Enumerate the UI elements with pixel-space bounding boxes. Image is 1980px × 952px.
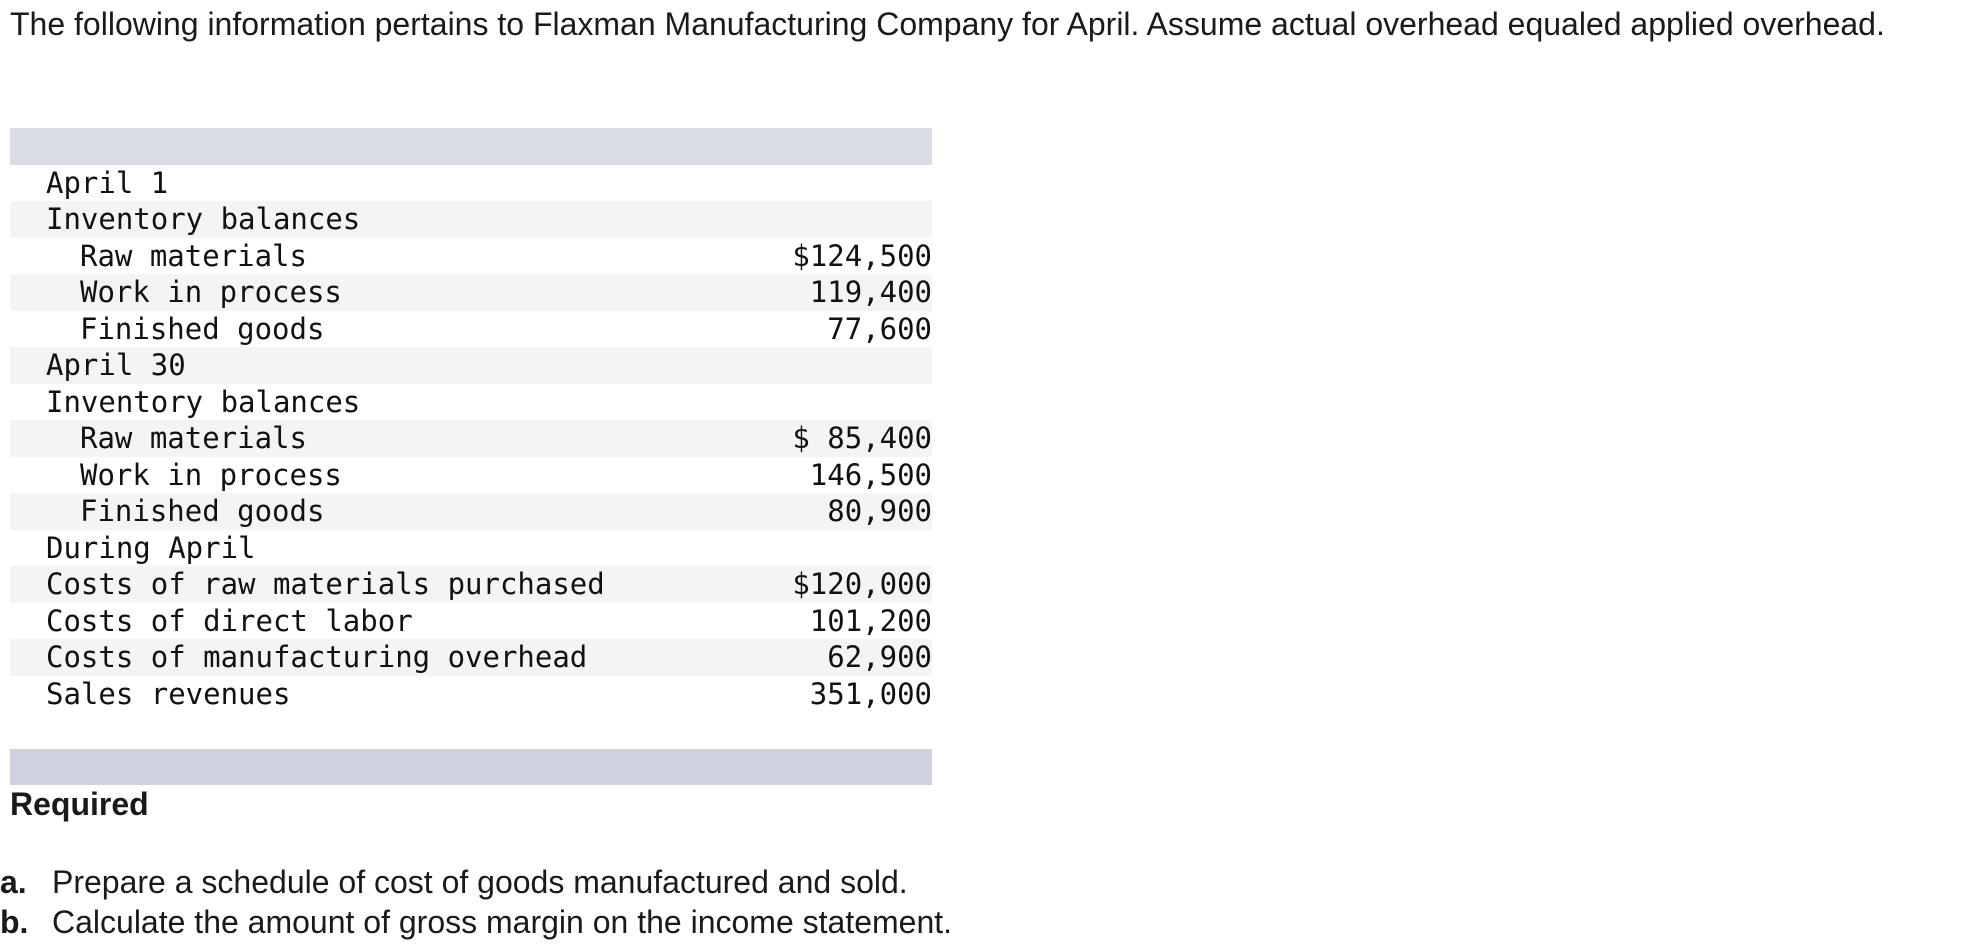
required-item-text: Calculate the amount of gross margin on … [52,904,953,940]
row-value [757,530,932,567]
table-row: Sales revenues 351,000 [10,675,932,712]
row-label: Costs of manufacturing overhead [46,640,588,675]
table-row: Costs of direct labor 101,200 [10,602,932,639]
table-row: Raw materials $124,500 [10,237,932,274]
row-label: Work in process [80,275,342,310]
row-value: 101,200 [809,603,932,638]
row-value: 80,900 [827,494,932,529]
row-value: 119,400 [809,275,932,310]
required-item-b: b. Calculate the amount of gross margin … [0,902,952,942]
row-value: 351,000 [809,676,932,711]
table-row: April 1 [10,164,932,202]
problem-intro: The following information pertains to Fl… [10,6,1885,42]
row-label: Raw materials [80,421,307,456]
row-label: Inventory balances [46,202,361,237]
table-row: Inventory balances [10,201,932,238]
table-row: During April [10,529,932,567]
row-label: Costs of raw materials purchased [46,567,605,602]
row-label: During April [46,530,256,565]
required-heading: Required [10,786,149,822]
required-item-letter: b. [0,904,29,940]
row-label: Raw materials [80,238,307,273]
row-value [757,165,932,202]
row-value [757,201,932,238]
row-label: April 1 [46,165,169,200]
table-row: Costs of manufacturing overhead 62,900 [10,639,932,676]
table-bottom-padding [10,712,932,749]
table-header-band [10,128,932,165]
table-row: Work in process 146,500 [10,456,932,493]
row-value: 62,900 [827,640,932,675]
row-value [757,384,932,421]
inventory-data-table: April 1 Inventory balances Raw materials $1… [10,128,932,785]
row-value: $ 85,400 [792,421,932,456]
row-label: Work in process [80,457,342,492]
row-value: 77,600 [827,311,932,346]
required-item-text: Prepare a schedule of cost of goods manu… [52,864,908,900]
required-item-letter: a. [0,864,27,900]
table-body: April 1 Inventory balances Raw materials $1… [10,128,932,785]
row-label: Sales revenues [46,676,291,711]
required-item-a: a. Prepare a schedule of cost of goods m… [0,862,952,902]
row-value: 146,500 [809,457,932,492]
table-row: Raw materials $ 85,400 [10,420,932,457]
row-label: Finished goods [80,311,325,346]
row-label: Inventory balances [46,384,361,419]
table-row: Work in process 119,400 [10,274,932,311]
row-label: Costs of direct labor [46,603,413,638]
table-footer-band [10,748,932,785]
row-value: $120,000 [792,567,932,602]
row-label: April 30 [46,348,186,383]
row-value: $124,500 [792,238,932,273]
table-row: April 30 [10,347,932,384]
required-list: a. Prepare a schedule of cost of goods m… [0,862,952,942]
row-label: Finished goods [80,494,325,529]
table-row: Finished goods 77,600 [10,310,932,347]
table-row: Finished goods 80,900 [10,493,932,530]
table-row: Inventory balances [10,383,932,421]
table-row: Costs of raw materials purchased $120,000 [10,566,932,603]
row-value [757,347,932,384]
